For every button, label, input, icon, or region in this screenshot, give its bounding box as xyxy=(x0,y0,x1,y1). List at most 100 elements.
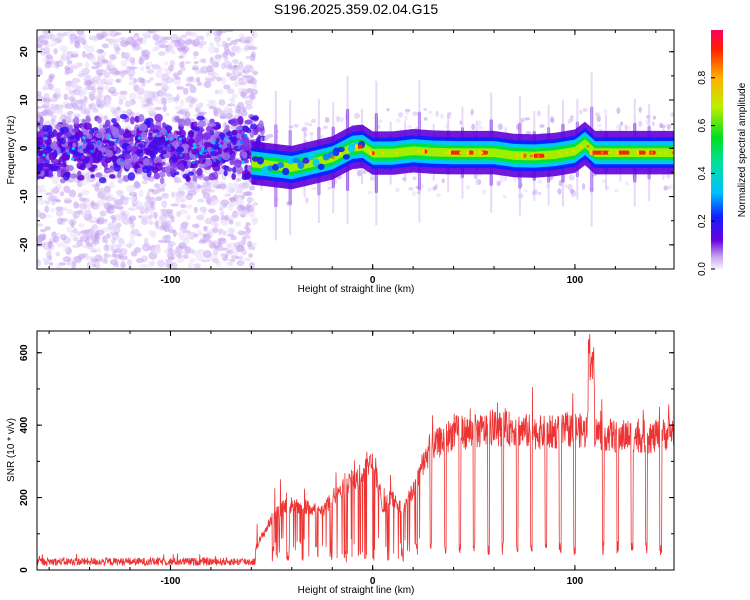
spectrogram-speckle xyxy=(235,126,243,131)
spectrogram-speckle xyxy=(395,187,400,193)
y-tick-label: 0 xyxy=(19,567,30,573)
spectrogram-speckle xyxy=(95,261,101,269)
spectrogram-speckle xyxy=(550,116,555,123)
spectrogram-speckle xyxy=(301,126,308,132)
spectrogram-speckle xyxy=(113,39,118,48)
spectrogram-speckle xyxy=(189,31,198,38)
spectrogram-speckle xyxy=(121,217,131,225)
spectrogram-speckle xyxy=(85,117,92,123)
spectrogram-speckle xyxy=(37,198,46,205)
spectrogram-speckle xyxy=(218,157,222,161)
spectrogram-speckle xyxy=(64,103,74,109)
spectrogram-speckle xyxy=(123,159,129,166)
spectrogram-speckle xyxy=(176,130,182,135)
spectrogram-speckle xyxy=(113,200,121,206)
spectrogram-speckle xyxy=(210,197,220,205)
spectrogram-peak-dot xyxy=(664,151,668,155)
spectrogram-speckle xyxy=(244,191,253,197)
spectrogram-speckle xyxy=(112,196,117,202)
spectrogram-speckle xyxy=(187,159,192,168)
spectrogram-speckle xyxy=(234,221,242,227)
spectrogram-speckle xyxy=(81,118,86,125)
spectrogram-speckle xyxy=(138,123,148,132)
spectrogram-speckle xyxy=(376,119,383,124)
spectrogram-speckle xyxy=(52,93,59,99)
spectrogram-speckle xyxy=(309,132,314,136)
spectrogram-speckle xyxy=(58,262,67,266)
spectrogram-speckle xyxy=(204,217,213,225)
snr-ylabel: SNR (10 * v/v) xyxy=(6,418,17,482)
spectrogram-blob xyxy=(292,157,300,164)
spectrogram-speckle xyxy=(66,59,73,65)
spectrogram-speckle xyxy=(143,237,149,246)
spectrogram-speckle xyxy=(212,258,220,264)
spectrogram-speckle xyxy=(59,61,64,68)
spectrogram-speckle xyxy=(101,69,108,76)
spectrogram-speckle xyxy=(181,143,190,148)
spectrogram-blob xyxy=(312,158,320,167)
spectrogram-speckle xyxy=(165,132,169,136)
spectrogram-speckle xyxy=(93,149,102,157)
spectrogram-speckle xyxy=(241,249,247,256)
spectrogram-speckle xyxy=(614,188,619,193)
spectrogram-speckle xyxy=(78,223,85,228)
spectrogram-speckle xyxy=(226,72,231,78)
y-tick-label: 0 xyxy=(19,145,30,151)
spectrogram-speckle xyxy=(212,141,216,145)
spectrogram-speckle xyxy=(239,36,247,44)
spectrogram-speckle xyxy=(119,248,128,256)
spectrogram-peak-dot xyxy=(657,151,661,155)
spectrogram-speckle xyxy=(96,93,104,100)
spectrogram-speckle xyxy=(201,147,205,151)
spectrogram-speckle xyxy=(233,159,242,168)
spectrogram-speckle xyxy=(148,151,158,156)
spectrogram-speckle xyxy=(217,228,225,235)
spectrogram-speckle xyxy=(137,136,141,140)
spectrogram-speckle xyxy=(141,49,151,57)
spectrogram-speckle xyxy=(203,141,212,148)
spectrogram-speckle xyxy=(477,120,482,127)
spectrogram-speckle xyxy=(154,106,162,111)
spectrogram-speckle xyxy=(625,181,629,186)
spectrogram-speckle xyxy=(181,228,189,234)
spectrogram-speckle xyxy=(142,158,150,166)
spectrogram-speckle xyxy=(224,147,233,152)
spectrogram-speckle xyxy=(228,259,234,267)
spectrogram-speckle xyxy=(37,111,46,116)
spectrogram-speckle xyxy=(165,145,172,152)
spectrogram-peak-dot xyxy=(515,154,519,158)
spectrogram-peak-dot xyxy=(558,152,562,156)
spectrogram-peak xyxy=(637,150,646,155)
spectrogram-speckle xyxy=(195,253,204,261)
spectrogram-speckle xyxy=(142,103,151,108)
spectrogram-speckle xyxy=(96,216,105,225)
spectrogram-speckle xyxy=(80,109,90,115)
spectrogram-speckle xyxy=(218,153,226,158)
spectrogram-speckle xyxy=(141,214,149,222)
spectrogram-speckle xyxy=(248,185,256,191)
spectrogram-speckle xyxy=(48,261,54,266)
spectrogram-speckle xyxy=(164,221,170,228)
spectrogram-speckle xyxy=(130,228,140,236)
spectrogram-speckle xyxy=(222,202,227,207)
spectrogram-speckle xyxy=(195,214,205,221)
spectrogram-speckle xyxy=(537,179,543,184)
spectrogram-speckle xyxy=(126,258,133,267)
spectrogram-speckle xyxy=(119,263,127,268)
spectrogram-speckle xyxy=(411,190,416,197)
spectrogram-speckle xyxy=(432,186,437,191)
spectrogram-speckle xyxy=(177,118,187,127)
spectrogram-speckle xyxy=(198,155,206,165)
spectrogram-speckle xyxy=(160,208,167,212)
spectrogram-speckle xyxy=(150,122,155,131)
spectrogram-speckle xyxy=(139,66,145,72)
spectrogram-speckle xyxy=(223,84,231,90)
spectrogram-peak-edge xyxy=(520,153,524,159)
spectrogram-speckle xyxy=(176,210,181,218)
spectrogram-speckle xyxy=(178,242,187,249)
spectrogram-speckle xyxy=(77,253,86,260)
spectrogram-speckle xyxy=(155,139,163,146)
spectrogram-speckle xyxy=(85,242,94,247)
spectrogram-speckle xyxy=(178,137,182,141)
